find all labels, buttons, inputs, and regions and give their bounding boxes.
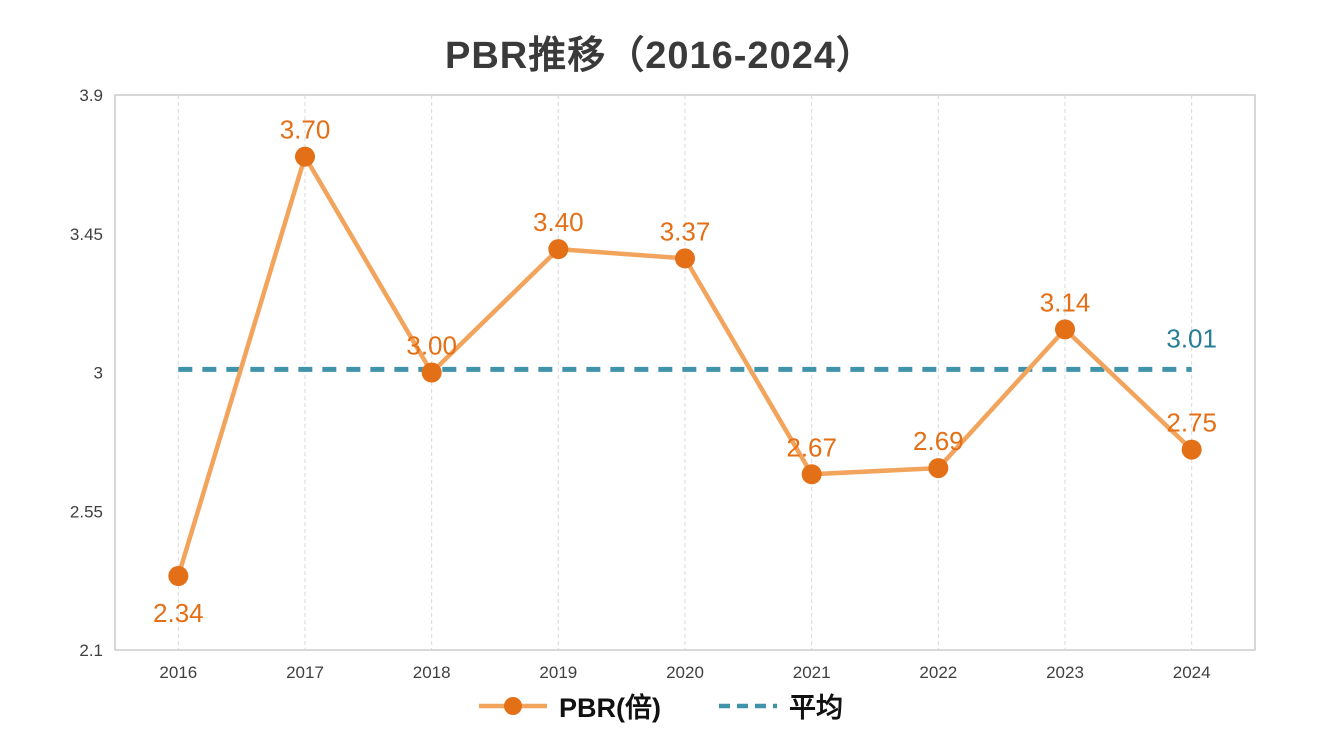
x-axis-tick-label: 2022 (919, 663, 957, 682)
x-axis-tick-label: 2023 (1046, 663, 1084, 682)
legend-item-pbr: PBR(倍) (477, 686, 661, 725)
x-axis-tick-label: 2024 (1173, 663, 1211, 682)
y-axis-tick-label: 2.1 (79, 641, 103, 660)
data-point-marker (548, 239, 569, 260)
data-point-marker (421, 362, 442, 383)
x-axis-tick-label: 2016 (159, 663, 197, 682)
data-point-marker (675, 248, 695, 269)
average-value-label: 3.01 (1166, 323, 1217, 353)
data-point-marker (295, 146, 315, 167)
data-point-marker (1055, 319, 1075, 340)
y-axis-tick-label: 3.45 (70, 225, 103, 244)
plot-border (114, 94, 1256, 651)
data-point-label: 3.00 (406, 331, 457, 361)
legend-label-pbr: PBR(倍) (559, 693, 661, 723)
legend-marker-dot (504, 696, 522, 715)
data-point-label: 2.34 (153, 598, 204, 628)
data-point-label: 2.75 (1166, 408, 1217, 438)
dashed-line-icon (719, 703, 777, 708)
chart-title: PBR推移（2016-2024） (445, 35, 875, 77)
data-point-label: 3.70 (280, 115, 331, 145)
x-axis-tick-label: 2021 (793, 663, 831, 682)
data-point-marker (801, 464, 822, 485)
data-point-label: 2.67 (786, 432, 837, 462)
line-marker-icon (479, 696, 547, 715)
legend-item-average: 平均 (717, 686, 843, 725)
x-axis-tick-label: 2020 (666, 663, 704, 682)
data-point-marker (928, 458, 949, 479)
x-axis-tick-label: 2019 (539, 663, 577, 682)
data-point-label: 3.14 (1040, 287, 1091, 317)
data-point-marker (168, 566, 189, 586)
y-axis-tick-label: 3.9 (79, 86, 103, 105)
y-axis-tick-label: 3 (94, 364, 103, 383)
x-axis-tick-label: 2018 (413, 663, 451, 682)
data-point-label: 3.40 (533, 207, 584, 237)
data-point-marker (1181, 439, 1202, 460)
chart-legend: PBR(倍) 平均 (0, 686, 1320, 725)
x-axis-tick-label: 2017 (286, 663, 324, 682)
data-point-label: 2.69 (913, 426, 964, 456)
legend-label-average: 平均 (789, 693, 843, 723)
data-point-label: 3.37 (660, 216, 711, 246)
y-axis-tick-label: 2.55 (70, 502, 103, 521)
